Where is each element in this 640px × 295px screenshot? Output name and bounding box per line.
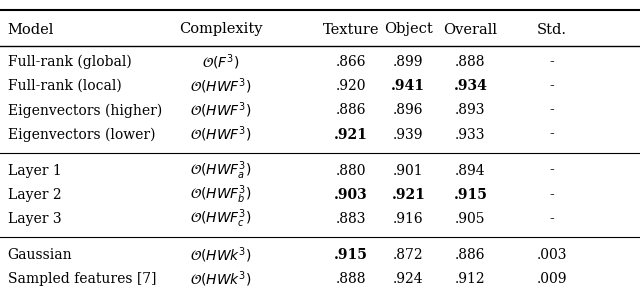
Text: .872: .872	[393, 248, 424, 262]
Text: .921: .921	[392, 188, 425, 202]
Text: -: -	[549, 103, 554, 117]
Text: $\mathcal{O}(HWk^3)$: $\mathcal{O}(HWk^3)$	[190, 269, 252, 289]
Text: Eigenvectors (higher): Eigenvectors (higher)	[8, 103, 162, 117]
Text: .933: .933	[455, 127, 486, 142]
Text: .924: .924	[393, 272, 424, 286]
Text: $\mathcal{O}(HWF_c^3)$: $\mathcal{O}(HWF_c^3)$	[190, 208, 252, 230]
Text: .934: .934	[454, 79, 487, 93]
Text: .886: .886	[335, 103, 366, 117]
Text: Overall: Overall	[444, 22, 497, 37]
Text: .905: .905	[455, 212, 486, 226]
Text: .939: .939	[393, 127, 424, 142]
Text: .896: .896	[393, 103, 424, 117]
Text: Gaussian: Gaussian	[8, 248, 72, 262]
Text: Sampled features [7]: Sampled features [7]	[8, 272, 156, 286]
Text: .866: .866	[335, 55, 366, 69]
Text: $\mathcal{O}(F^3)$: $\mathcal{O}(F^3)$	[202, 52, 239, 72]
Text: .893: .893	[455, 103, 486, 117]
Text: .915: .915	[454, 188, 487, 202]
Text: .916: .916	[393, 212, 424, 226]
Text: .920: .920	[335, 79, 366, 93]
Text: .894: .894	[455, 163, 486, 178]
Text: $\mathcal{O}(HWF^3)$: $\mathcal{O}(HWF^3)$	[190, 76, 252, 96]
Text: $\mathcal{O}(HWF_b^3)$: $\mathcal{O}(HWF_b^3)$	[190, 183, 252, 206]
Text: Std.: Std.	[537, 22, 566, 37]
Text: .888: .888	[455, 55, 486, 69]
Text: Eigenvectors (lower): Eigenvectors (lower)	[8, 127, 155, 142]
Text: Complexity: Complexity	[179, 22, 262, 37]
Text: $\mathcal{O}(HWF_a^3)$: $\mathcal{O}(HWF_a^3)$	[190, 159, 252, 182]
Text: .921: .921	[334, 127, 367, 142]
Text: -: -	[549, 212, 554, 226]
Text: Object: Object	[384, 22, 433, 37]
Text: -: -	[549, 127, 554, 142]
Text: -: -	[549, 79, 554, 93]
Text: .915: .915	[334, 248, 367, 262]
Text: Layer 1: Layer 1	[8, 163, 61, 178]
Text: .941: .941	[391, 79, 426, 93]
Text: $\mathcal{O}(HWF^3)$: $\mathcal{O}(HWF^3)$	[190, 125, 252, 144]
Text: .009: .009	[536, 272, 567, 286]
Text: Texture: Texture	[323, 22, 379, 37]
Text: .901: .901	[393, 163, 424, 178]
Text: .912: .912	[455, 272, 486, 286]
Text: $\mathcal{O}(HWk^3)$: $\mathcal{O}(HWk^3)$	[190, 245, 252, 265]
Text: Layer 2: Layer 2	[8, 188, 61, 202]
Text: -: -	[549, 188, 554, 202]
Text: .880: .880	[335, 163, 366, 178]
Text: Model: Model	[8, 22, 54, 37]
Text: $\mathcal{O}(HWF^3)$: $\mathcal{O}(HWF^3)$	[190, 101, 252, 120]
Text: Layer 3: Layer 3	[8, 212, 61, 226]
Text: .888: .888	[335, 272, 366, 286]
Text: -: -	[549, 55, 554, 69]
Text: .003: .003	[536, 248, 567, 262]
Text: -: -	[549, 163, 554, 178]
Text: $\mathcal{O}(HWk^3)$: $\mathcal{O}(HWk^3)$	[190, 294, 252, 295]
Text: Full-rank (global): Full-rank (global)	[8, 55, 131, 69]
Text: .883: .883	[335, 212, 366, 226]
Text: Full-rank (local): Full-rank (local)	[8, 79, 122, 93]
Text: .886: .886	[455, 248, 486, 262]
Text: .903: .903	[334, 188, 367, 202]
Text: .899: .899	[393, 55, 424, 69]
